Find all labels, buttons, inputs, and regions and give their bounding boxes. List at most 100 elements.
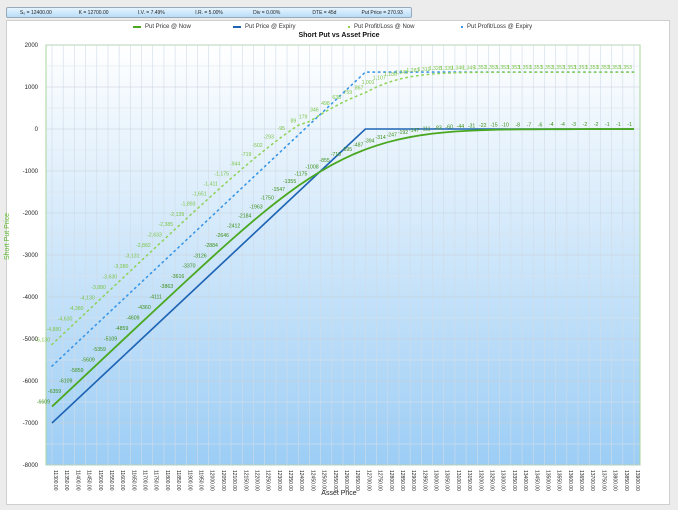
y-tick-label: -2000 [23, 211, 39, 217]
data-label: -3,131 [125, 254, 140, 260]
data-label: -4,880 [46, 327, 61, 333]
data-label: -314 [375, 135, 385, 141]
param-put-price: Put Price = 270.93 [361, 9, 403, 16]
data-label: -2884 [205, 243, 218, 249]
data-label: 179 [299, 114, 308, 120]
data-label: 1,353 [529, 65, 542, 71]
legend-pl-now[interactable]: Put Profit/Loss @ Now [348, 24, 414, 30]
y-tick-label: 2000 [25, 43, 39, 49]
data-label: -2 [594, 122, 599, 128]
x-tick-label: 13400.00 [522, 470, 528, 491]
data-label: -944 [230, 162, 240, 168]
data-label: -1 [627, 122, 632, 128]
legend-put-now[interactable]: Put Price @ Now [133, 24, 191, 30]
data-label: 1,353 [507, 65, 520, 71]
y-tick-label: -1000 [23, 169, 39, 175]
data-label: -2,882 [136, 243, 151, 249]
x-tick-label: 12650.00 [354, 470, 360, 491]
data-label: -719 [241, 152, 251, 158]
x-tick-label: 13750.00 [600, 470, 606, 491]
x-tick-label: 13000.00 [433, 470, 439, 491]
data-label: -4111 [149, 295, 162, 301]
data-label: 1,346 [451, 65, 464, 71]
data-label: -22 [479, 123, 487, 129]
x-tick-label: 11300.00 [52, 470, 58, 491]
x-tick-label: 11450.00 [86, 470, 92, 491]
data-label: -60 [445, 125, 453, 131]
data-label: -3,630 [102, 274, 117, 280]
data-label: -31 [468, 123, 476, 129]
x-tick-label: 12100.00 [231, 470, 237, 491]
data-label: -5,130 [35, 337, 50, 343]
data-label: 1,353 [563, 65, 576, 71]
x-tick-label: 12950.00 [421, 470, 427, 491]
data-label: -487 [353, 142, 363, 148]
data-label: -1355 [283, 179, 296, 185]
data-label: -4859 [115, 326, 128, 332]
data-label: -5609 [81, 358, 94, 364]
data-label: -3,380 [114, 264, 129, 270]
x-tick-label: 12500.00 [321, 470, 327, 491]
x-tick-label: 13500.00 [544, 470, 550, 491]
legend-put-expiry[interactable]: Put Price @ Expiry [233, 24, 295, 30]
data-label: 1,339 [440, 66, 453, 72]
legend-pl-expiry[interactable]: Put Profit/Loss @ Expiry [461, 24, 532, 30]
param-div: Div = 0.00% [253, 9, 281, 16]
data-label: -5859 [70, 368, 83, 374]
data-label: -4,130 [80, 295, 95, 301]
data-label: -1175 [295, 171, 308, 177]
x-tick-label: 12850.00 [399, 470, 405, 491]
data-label: 1,353 [496, 65, 509, 71]
data-label: -1547 [272, 187, 285, 193]
x-tick-label: 13600.00 [567, 470, 573, 491]
x-tick-label: 11650.00 [130, 470, 136, 491]
data-label: 1,353 [585, 65, 598, 71]
data-label: 1,353 [518, 65, 531, 71]
legend-swatch-green-dot-icon [348, 26, 350, 28]
legend-swatch-blue-line-icon [233, 26, 241, 28]
x-tick-label: 11600.00 [119, 470, 125, 491]
data-label: -3863 [160, 284, 173, 290]
parameters-bar: S₀ = 12400.00 K = 12700.00 I.V. = 7.49% … [6, 7, 412, 18]
x-tick-label: 12250.00 [265, 470, 271, 491]
y-tick-label: -8000 [23, 463, 39, 469]
x-tick-label: 12400.00 [298, 470, 304, 491]
data-label: -2412 [227, 223, 240, 229]
x-tick-label: 12200.00 [253, 470, 259, 491]
data-label: -5109 [104, 337, 117, 343]
data-label: -6609 [37, 400, 50, 406]
x-tick-label: 13050.00 [444, 470, 450, 491]
x-tick-label: 12450.00 [309, 470, 315, 491]
y-tick-label: -7000 [23, 421, 39, 427]
data-label: -10 [501, 122, 509, 128]
data-label: -6109 [59, 379, 72, 385]
series-line-2 [51, 71, 635, 346]
data-label: -147 [409, 128, 419, 134]
data-label: 498 [321, 101, 330, 107]
y-tick-label: -3000 [23, 253, 39, 259]
data-label: -111 [421, 127, 431, 133]
data-label: -3,880 [91, 285, 106, 291]
data-label: -95 [278, 126, 286, 132]
y-tick-label: -5000 [23, 337, 39, 343]
data-label: -293 [263, 134, 273, 140]
data-label: 1,186 [384, 72, 397, 78]
data-label: -2184 [238, 214, 251, 220]
data-label: -2,633 [147, 233, 162, 239]
data-label: -3616 [171, 274, 184, 280]
data-label: -6 [538, 122, 543, 128]
data-label: -7 [527, 122, 532, 128]
x-tick-label: 13450.00 [533, 470, 539, 491]
chart-title: Short Put vs Asset Price [298, 32, 380, 39]
x-tick-label: 12300.00 [276, 470, 282, 491]
data-label: 346 [310, 107, 319, 113]
x-tick-label: 12550.00 [332, 470, 338, 491]
data-label: 1,107 [373, 76, 386, 82]
data-label: -1,893 [181, 202, 196, 208]
data-label: -247 [387, 132, 397, 138]
x-tick-label: 11350.00 [63, 470, 69, 491]
data-label: 759 [344, 90, 353, 96]
x-tick-label: 11900.00 [186, 470, 192, 491]
data-label: 1,353 [574, 65, 587, 71]
x-tick-label: 13350.00 [511, 470, 517, 491]
